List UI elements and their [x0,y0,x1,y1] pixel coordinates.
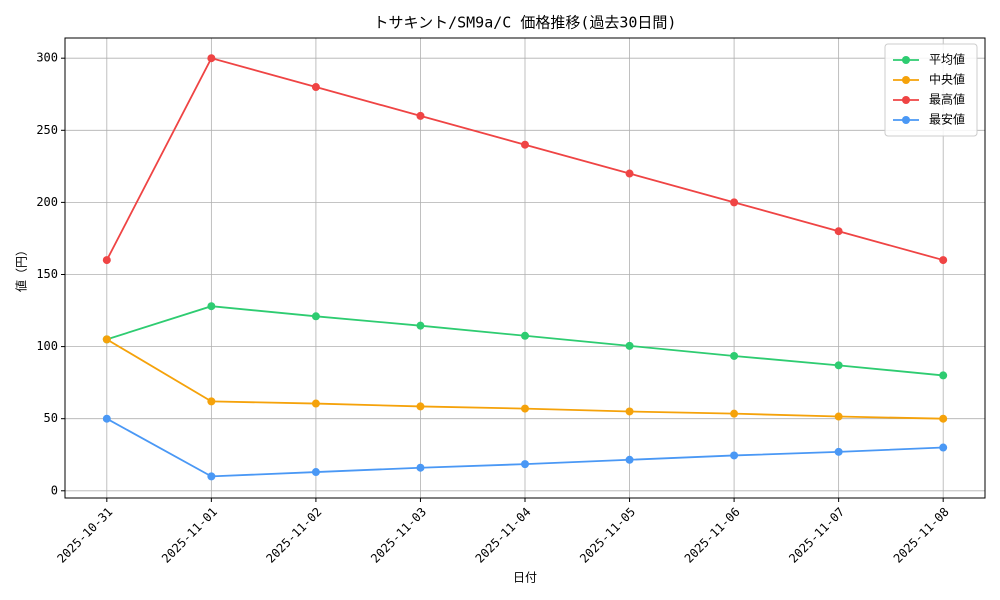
point [834,227,843,236]
legend-box [884,43,978,137]
x-tick-label: 2025-11-07 [786,505,847,566]
point [521,404,529,413]
point [207,397,216,406]
x-tick-label: 2025-10-31 [54,505,115,566]
point [207,302,216,311]
point [102,256,111,265]
y-tick-label: 0 [51,483,58,497]
legend-marker [902,56,910,64]
y-tick-label: 250 [36,123,58,137]
x-tick-label: 2025-11-04 [473,505,534,566]
point [625,455,634,464]
plot-frame [64,37,986,499]
x-tick-label: 2025-11-01 [159,505,220,566]
point [625,407,634,416]
legend-marker [902,116,910,124]
point [311,399,320,408]
legend-label: 平均値 [929,52,965,67]
point [207,54,216,63]
point [521,140,529,149]
point [730,451,739,460]
point [311,312,320,321]
point [939,371,948,380]
point [521,331,529,340]
point [730,351,739,360]
y-tick-label: 100 [36,339,58,353]
legend-label: 最安値 [929,112,965,127]
x-tick-label: 2025-11-05 [577,505,638,566]
x-tick-label: 2025-11-03 [368,505,429,566]
chart-title: トサキント/SM9a/C 価格推移(過去30日間) [374,14,677,32]
x-axis-label: 日付 [513,571,537,585]
point [521,460,529,469]
point [416,111,425,120]
point [207,472,216,481]
point [625,169,634,178]
y-tick-label: 50 [44,411,58,425]
point [416,402,425,411]
point [730,409,739,418]
point [102,335,111,344]
legend-marker [902,76,910,84]
point [939,443,948,452]
x-tick-label: 2025-11-06 [682,505,743,566]
point [416,321,425,330]
x-tick-label: 2025-11-02 [264,505,325,566]
point [939,414,948,423]
y-axis-label: 値（円） [14,244,29,292]
point [102,414,111,423]
point [311,83,320,92]
legend-marker [902,96,910,104]
point [834,361,843,370]
point [939,256,948,265]
x-tick-label: 2025-11-08 [891,505,952,566]
point [834,447,843,456]
y-tick-label: 150 [36,267,58,281]
legend-label: 最高値 [929,92,965,107]
point [416,463,425,472]
point [625,341,634,350]
y-tick-label: 300 [36,51,58,65]
y-tick-label: 200 [36,195,58,209]
point [311,468,320,477]
legend-label: 中央値 [929,72,965,87]
point [730,198,739,207]
point [834,412,843,421]
